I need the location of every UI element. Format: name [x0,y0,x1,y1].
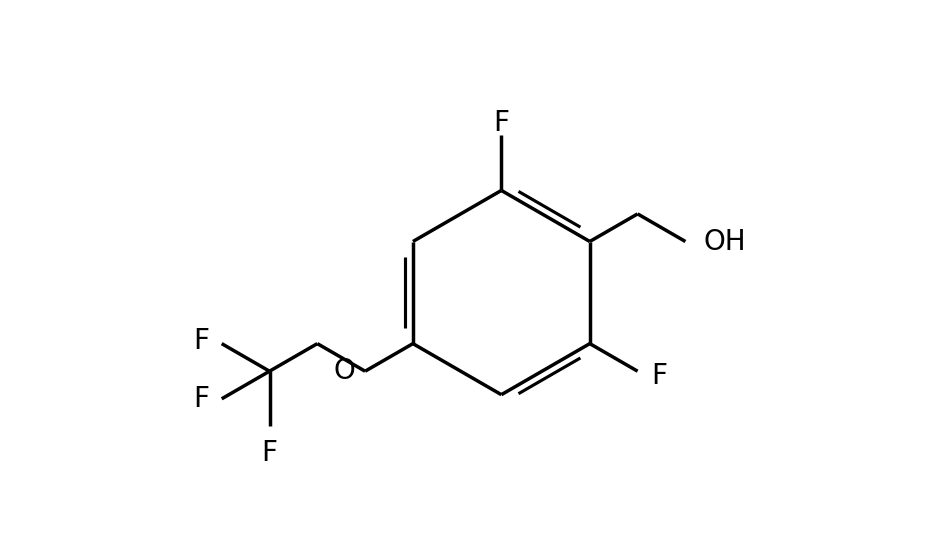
Text: OH: OH [704,227,746,256]
Text: F: F [193,385,209,413]
Text: F: F [494,109,510,137]
Text: O: O [333,357,355,385]
Text: F: F [193,327,209,355]
Text: F: F [652,362,667,390]
Text: F: F [262,438,278,466]
